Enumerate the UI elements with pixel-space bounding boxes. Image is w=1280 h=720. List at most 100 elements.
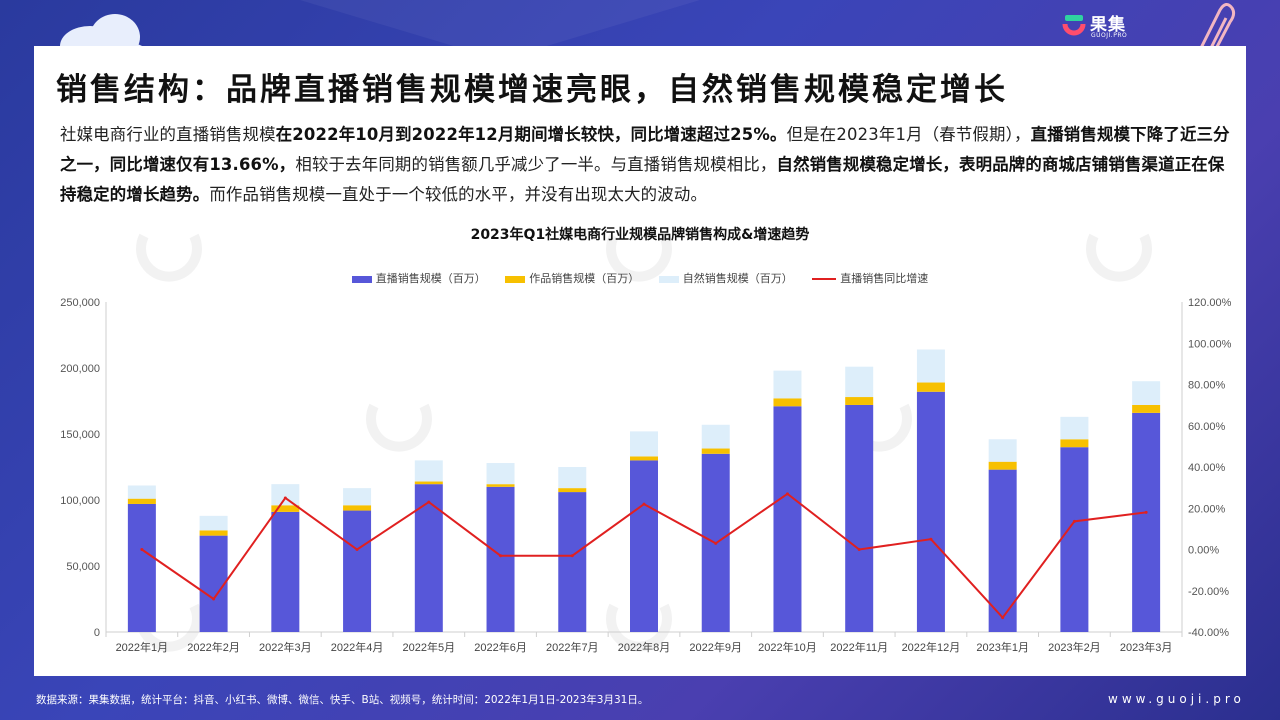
x-tick-label: 2022年12月 (902, 640, 961, 654)
y-right-tick-label: 100.00% (1188, 338, 1232, 350)
page-title: 销售结构：品牌直播销售规模增速亮眼，自然销售规模稳定增长 (56, 72, 1008, 108)
bar-live (558, 492, 587, 632)
growth-point (570, 554, 574, 558)
bar-live (486, 486, 515, 632)
x-tick-label: 2023年1月 (976, 640, 1029, 654)
bar-works (845, 397, 874, 405)
paragraph-segment: 而作品销售规模一直处于一个较低的水平，并没有出现太大的波动。 (209, 185, 708, 204)
y-right-tick-label: 80.00% (1188, 380, 1226, 392)
x-tick-label: 2023年3月 (1120, 640, 1173, 654)
bar-natural (1060, 416, 1089, 440)
bar-works (343, 505, 372, 511)
bar-natural (701, 424, 730, 449)
bar-natural (127, 485, 156, 499)
bar-live (916, 391, 945, 632)
paragraph-segment: 在2022年10月到2022年12月期间增长较快，同比增速超过25%。 (275, 125, 787, 144)
bar-works (486, 484, 515, 487)
x-tick-label: 2022年1月 (116, 640, 169, 654)
bar-works (1060, 439, 1089, 448)
website-link[interactable]: www.guoji.pro (1108, 692, 1245, 706)
chart-title: 2023年Q1社媒电商行业规模品牌销售构成&增速趋势 (470, 227, 810, 243)
bar-live (1060, 447, 1089, 632)
bar-live (845, 404, 874, 632)
brand-name: 果集 (1090, 15, 1126, 35)
bar-live (127, 503, 156, 632)
growth-point (857, 548, 861, 551)
y-left-tick-label: 50,000 (66, 561, 100, 573)
bar-works (916, 382, 945, 392)
bar-natural (845, 366, 874, 398)
growth-point (427, 500, 431, 504)
growth-point (212, 597, 216, 601)
bar-live (773, 406, 802, 632)
x-tick-label: 2022年4月 (331, 640, 384, 654)
bar-works (630, 456, 658, 461)
y-right-tick-label: 40.00% (1188, 462, 1226, 474)
x-tick-label: 2022年5月 (403, 640, 456, 654)
legend-item-natural: 自然销售规模（百万） (658, 270, 793, 286)
x-tick-label: 2022年7月 (546, 640, 599, 654)
x-tick-label: 2022年11月 (830, 640, 888, 654)
y-right-tick-label: 60.00% (1188, 421, 1226, 433)
bar-natural (271, 484, 300, 506)
paragraph-segment: 相较于去年同期的销售额几乎减少了一半。与直播销售规模相比， (295, 155, 777, 174)
growth-point (283, 496, 287, 500)
y-right-tick-label: -20.00% (1188, 586, 1229, 598)
chart-legend: 直播销售规模（百万） 作品销售规模（百万） 自然销售规模（百万） 直播销售同比增… (34, 270, 1246, 286)
bar-works (199, 530, 228, 536)
logo-mark-icon (1062, 15, 1086, 36)
legend-item-live: 直播销售规模（百万） (351, 270, 486, 286)
bar-live (630, 460, 658, 632)
growth-point (1072, 519, 1076, 523)
brand-logo: 果集 GUOJI.PRO (1058, 8, 1148, 42)
bar-live (414, 484, 443, 632)
growth-point (714, 541, 718, 545)
x-tick-label: 2023年2月 (1048, 640, 1101, 654)
bar-live (1132, 412, 1161, 632)
growth-point (1001, 616, 1005, 620)
bar-natural (1132, 381, 1161, 405)
bar-works (988, 461, 1017, 470)
content-card: 销售结构：品牌直播销售规模增速亮眼，自然销售规模稳定增长 社媒电商行业的直播销售… (34, 46, 1246, 676)
y-left-tick-label: 150,000 (60, 429, 100, 441)
bar-works (1132, 404, 1161, 413)
bar-works (414, 481, 443, 485)
bar-natural (630, 431, 658, 457)
summary-paragraph: 社媒电商行业的直播销售规模在2022年10月到2022年12月期间增长较快，同比… (60, 120, 1230, 210)
paragraph-segment: 自然销售规模稳定增长，表明品牌的商城店铺销售渠道正在保持稳定的增长趋势。 (60, 155, 1225, 204)
bar-natural (343, 488, 372, 506)
x-tick-label: 2022年8月 (618, 640, 671, 654)
x-tick-label: 2022年6月 (474, 640, 527, 654)
bar-live (271, 511, 300, 632)
bar-natural (773, 370, 802, 399)
x-tick-label: 2022年2月 (187, 640, 240, 654)
growth-point (355, 548, 359, 551)
paragraph-segment: 直播销售规模下降了近三分之一，同比增速仅有13.66%， (60, 125, 1230, 174)
y-right-tick-label: 20.00% (1188, 503, 1226, 515)
y-left-tick-label: 200,000 (60, 363, 100, 375)
legend-item-growth: 直播销售同比增速 (812, 270, 928, 286)
y-right-tick-label: 0.00% (1188, 545, 1219, 557)
y-left-tick-label: 250,000 (60, 297, 100, 309)
bar-works (127, 498, 156, 504)
growth-point (140, 548, 144, 551)
bar-natural (414, 460, 443, 482)
growth-point (929, 537, 933, 541)
bar-works (558, 488, 587, 493)
bar-natural (916, 349, 945, 383)
y-left-tick-label: 100,000 (60, 495, 100, 507)
bar-natural (199, 515, 228, 531)
x-tick-label: 2022年3月 (259, 640, 312, 654)
data-source-note: 数据来源：果集数据，统计平台：抖音、小红书、微博、微信、快手、B站、视频号，统计… (36, 694, 649, 706)
legend-item-works: 作品销售规模（百万） (505, 270, 639, 286)
bar-works (271, 505, 300, 512)
bar-works (773, 398, 802, 407)
growth-point (642, 502, 646, 506)
sales-chart: 0 50,000 100,000 150,000 200,000 250,000 -40.0… (60, 297, 1232, 654)
x-tick-label: 2022年10月 (758, 640, 817, 654)
bar-natural (486, 463, 515, 485)
y-right-tick-label: 120.00% (1188, 297, 1232, 309)
y-left-tick-label: 0 (94, 627, 100, 639)
growth-point (499, 554, 503, 558)
watermark-pattern (136, 233, 1152, 652)
